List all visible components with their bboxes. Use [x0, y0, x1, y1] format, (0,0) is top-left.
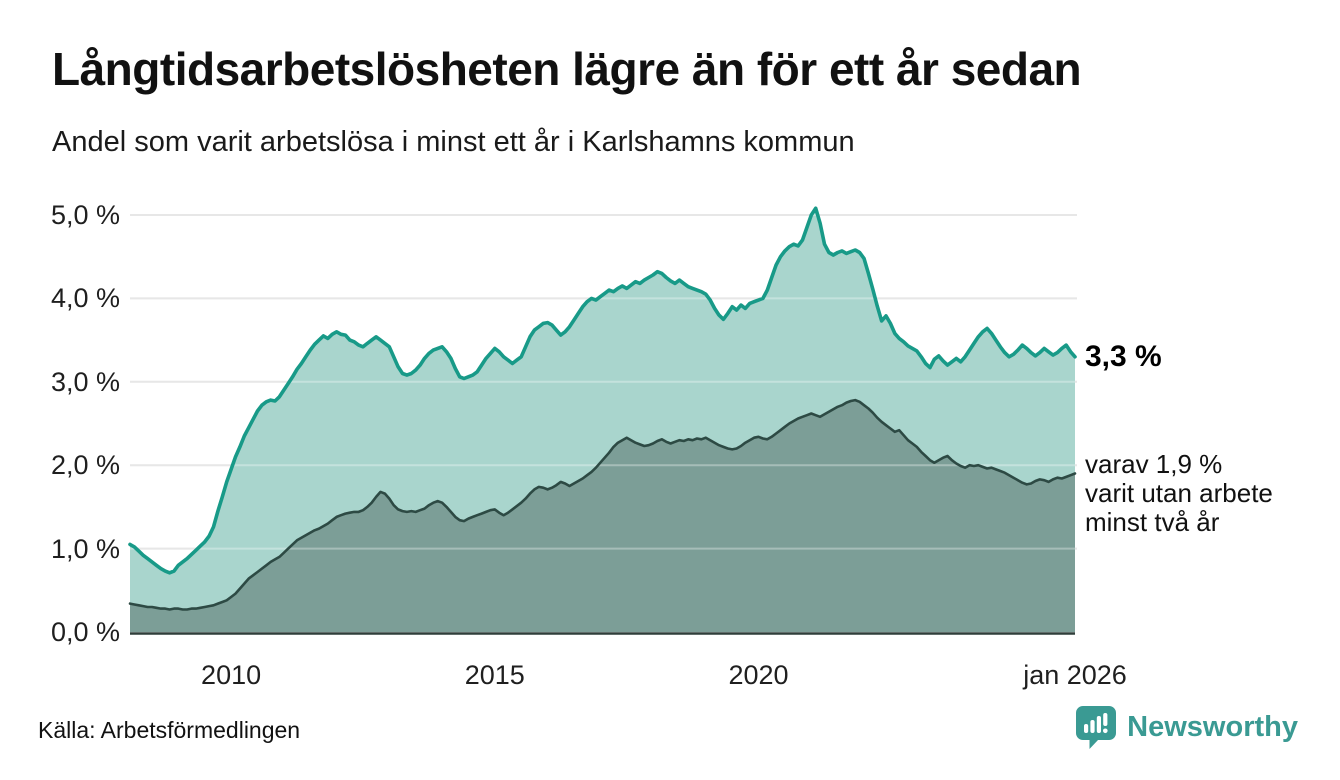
two-year-annotation: varav 1,9 % varit utan arbete minst två … — [1085, 448, 1273, 537]
latest-total-value-label: 3,3 % — [1085, 339, 1162, 373]
two-year-annotation-line-2: varit utan arbete — [1085, 477, 1273, 508]
source-note: Källa: Arbetsförmedlingen — [38, 717, 301, 743]
page-subtitle: Andel som varit arbetslösa i minst ett å… — [52, 126, 855, 158]
newsworthy-logo: Newsworthy — [1074, 704, 1298, 750]
y-tick-label-1: 1,0 % — [50, 533, 120, 564]
bar-1 — [1084, 724, 1089, 733]
two-year-area-fill — [130, 400, 1075, 632]
y-tick-label-4: 4,0 % — [50, 283, 120, 314]
y-tick-label-3: 3,0 % — [50, 366, 120, 397]
two-year-line — [128, 398, 1077, 611]
two-year-annotation-line-1: varav 1,9 % — [1085, 448, 1223, 479]
x-tick-label-2010: 2010 — [201, 660, 262, 690]
brand-name: Newsworthy — [1127, 710, 1298, 743]
x-tick-label-jan-2026: jan 2026 — [1023, 660, 1127, 690]
newsworthy-bubble-icon — [1076, 706, 1117, 749]
x-tick-label-2020: 2020 — [728, 660, 789, 690]
bar-2 — [1090, 720, 1095, 733]
page-title: Långtidsarbetslösheten lägre än för ett … — [52, 43, 1082, 95]
total-line — [128, 206, 1077, 575]
exclamation-bar — [1103, 713, 1108, 726]
y-tick-label-2: 2,0 % — [50, 450, 120, 481]
two-year-annotation-line-3: minst två år — [1085, 506, 1220, 537]
y-tick-label-5: 5,0 % — [50, 200, 120, 230]
speech-bubble-shape — [1076, 706, 1117, 749]
x-tick-label-2015: 2015 — [464, 660, 525, 690]
exclamation-dot — [1103, 728, 1108, 734]
y-tick-label-0: 0,0 % — [50, 617, 120, 647]
bar-3 — [1096, 716, 1102, 733]
